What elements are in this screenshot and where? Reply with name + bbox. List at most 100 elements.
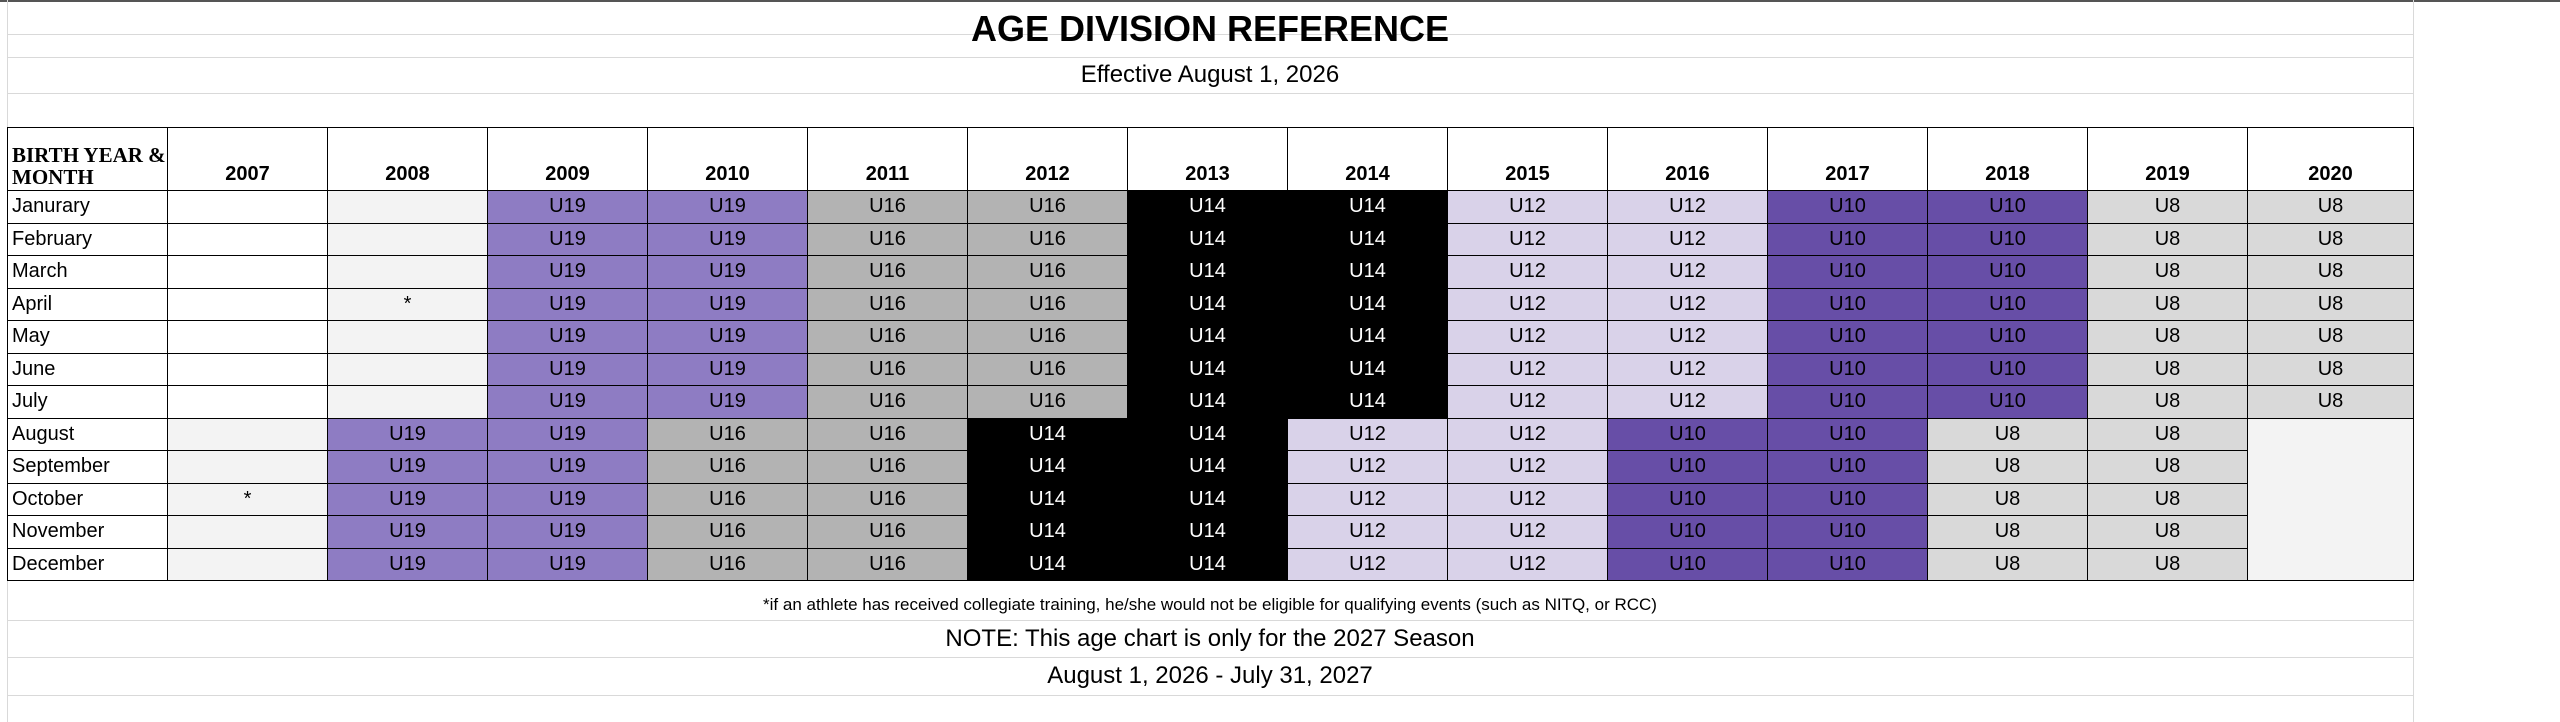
division-cell: U10 [1927, 320, 2088, 354]
ineligible-cell [167, 450, 328, 484]
table-row: May U19 U19 U16 U16 U14 U14 U12 U12 U10 U10 U8 U8 [7, 320, 2414, 354]
ineligible-cell [167, 287, 328, 321]
year-header: 2020 [2247, 127, 2414, 191]
division-cell: U8 [1927, 417, 2088, 451]
division-cell: U10 [1927, 255, 2088, 289]
ineligible-cell [167, 385, 328, 419]
division-cell: U19 [487, 547, 648, 581]
ineligible-cell [327, 190, 488, 224]
division-cell: U16 [807, 320, 968, 354]
division-cell: U10 [1767, 320, 1928, 354]
division-cell: U19 [647, 385, 808, 419]
table-body: Janurary U19 U19 U16 U16 U14 U14 U12 U12 U10 U10 U8… [7, 190, 2414, 581]
division-cell: U14 [967, 547, 1128, 581]
table-row: December U19 U19 U16 U16 U14 U14 U12 U12 U10 U10 U8… [7, 547, 2414, 581]
ineligible-cell: * [167, 482, 328, 516]
division-cell: U10 [1767, 450, 1928, 484]
division-cell: U19 [487, 287, 648, 321]
birth-month-label: February [7, 222, 168, 256]
division-cell: U12 [1287, 482, 1448, 516]
division-cell: U12 [1447, 547, 1608, 581]
division-cell: U19 [647, 190, 808, 224]
division-cell: U19 [487, 450, 648, 484]
division-cell: U10 [1927, 190, 2088, 224]
ineligible-cell [327, 222, 488, 256]
birth-month-label: December [7, 547, 168, 581]
division-cell: U14 [1127, 547, 1288, 581]
division-cell: U8 [1927, 547, 2088, 581]
birth-month-label: July [7, 385, 168, 419]
sheet-gridline [7, 620, 2413, 621]
division-cell: U8 [1927, 450, 2088, 484]
division-cell: U8 [2087, 222, 2248, 256]
division-cell: U10 [1607, 482, 1768, 516]
year-header: 2013 [1127, 127, 1288, 191]
division-cell: U8 [2247, 352, 2414, 386]
division-cell: U16 [647, 450, 808, 484]
ineligible-cell [167, 320, 328, 354]
division-cell: U19 [647, 352, 808, 386]
birth-month-label: September [7, 450, 168, 484]
division-cell: U16 [647, 547, 808, 581]
division-cell: U16 [807, 385, 968, 419]
birth-month-label: Janurary [7, 190, 168, 224]
division-cell: U14 [1127, 482, 1288, 516]
ineligible-cell [327, 255, 488, 289]
sheet-gridline [2413, 0, 2414, 722]
division-cell: U14 [1127, 222, 1288, 256]
division-cell: U8 [1927, 482, 2088, 516]
division-cell: U16 [647, 482, 808, 516]
division-cell: U10 [1607, 515, 1768, 549]
division-cell: U12 [1447, 417, 1608, 451]
effective-date: Effective August 1, 2026 [1080, 61, 1340, 88]
division-cell: U16 [967, 385, 1128, 419]
ineligible-cell: * [327, 287, 488, 321]
division-cell: U10 [1767, 515, 1928, 549]
year-header: 2015 [1447, 127, 1608, 191]
division-cell: U19 [647, 320, 808, 354]
sheet-gridline [7, 93, 2413, 94]
ineligible-cell [2247, 417, 2414, 451]
division-cell: U12 [1447, 482, 1608, 516]
year-header: 2017 [1767, 127, 1928, 191]
division-cell: U8 [2247, 385, 2414, 419]
birth-year-month-header: BIRTH YEAR & MONTH [7, 127, 168, 191]
table-row: July U19 U19 U16 U16 U14 U14 U12 U12 U10 U10 U8 U8 [7, 385, 2414, 419]
division-cell: U10 [1767, 385, 1928, 419]
division-cell: U16 [807, 255, 968, 289]
table-row: June U19 U19 U16 U16 U14 U14 U12 U12 U10 U10 U8 U8 [7, 352, 2414, 386]
division-cell: U14 [967, 482, 1128, 516]
ineligible-cell [2247, 450, 2414, 483]
division-cell: U10 [1607, 417, 1768, 451]
birth-month-label: June [7, 352, 168, 386]
table-row: February U19 U19 U16 U16 U14 U14 U12 U12 U10 U10 U8… [7, 222, 2414, 256]
sheet-gridline [7, 695, 2413, 696]
ineligible-cell [167, 352, 328, 386]
sheet-gridline [7, 57, 2413, 58]
division-cell: U12 [1287, 547, 1448, 581]
division-cell: U19 [327, 515, 488, 549]
division-cell: U12 [1447, 515, 1608, 549]
division-cell: U8 [1927, 515, 2088, 549]
year-header: 2019 [2087, 127, 2248, 191]
birth-month-label: March [7, 255, 168, 289]
division-cell: U12 [1447, 385, 1608, 419]
division-cell: U16 [967, 255, 1128, 289]
division-cell: U16 [807, 547, 968, 581]
header-row: BIRTH YEAR & MONTH 2007 2008 2009 2010 2… [7, 127, 2414, 191]
division-cell: U19 [487, 515, 648, 549]
division-cell: U8 [2087, 547, 2248, 581]
table-row: March U19 U19 U16 U16 U14 U14 U12 U12 U10 U10 U8 U8 [7, 255, 2414, 289]
division-cell: U16 [807, 352, 968, 386]
birth-month-label: August [7, 417, 168, 451]
division-cell: U8 [2087, 417, 2248, 451]
year-header: 2014 [1287, 127, 1448, 191]
division-cell: U10 [1767, 222, 1928, 256]
division-cell: U14 [1127, 417, 1288, 451]
division-cell: U8 [2247, 222, 2414, 256]
table-row: November U19 U19 U16 U16 U14 U14 U12 U12 U10 U10 U8… [7, 515, 2414, 549]
division-cell: U14 [1287, 320, 1448, 354]
ineligible-cell [167, 222, 328, 256]
division-cell: U19 [487, 190, 648, 224]
division-cell: U8 [2087, 482, 2248, 516]
